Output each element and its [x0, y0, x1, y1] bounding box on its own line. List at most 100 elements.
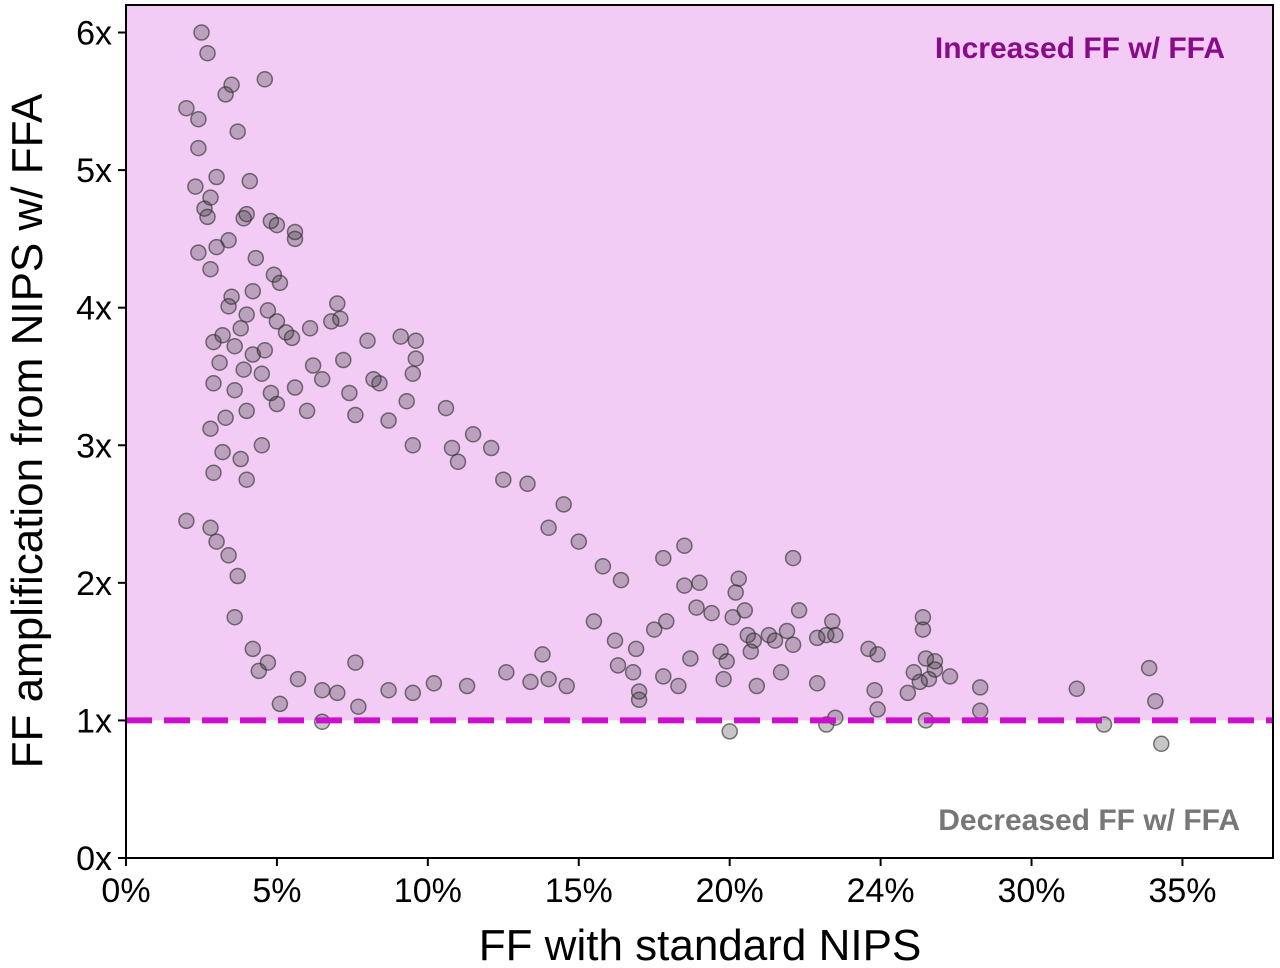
data-point [271, 695, 289, 713]
data-point [238, 471, 255, 488]
data-point [594, 558, 612, 575]
data-point [730, 570, 747, 587]
data-point [220, 298, 237, 315]
data-point [727, 584, 744, 601]
data-point [558, 677, 575, 695]
data-point [790, 602, 808, 619]
data-point [703, 604, 720, 622]
data-point [256, 342, 274, 359]
data-point [253, 365, 271, 382]
data-point [247, 249, 265, 267]
data-point [232, 320, 249, 337]
data-point [824, 613, 841, 630]
decreased-region-label: Decreased FF w/ FFA [938, 804, 1240, 837]
data-point [905, 664, 923, 681]
data-point [630, 691, 648, 709]
y-tick-label: 2x [76, 565, 112, 603]
data-point [522, 673, 539, 691]
data-point [808, 675, 826, 692]
data-point [555, 496, 572, 513]
data-point [645, 621, 663, 638]
data-point [208, 168, 225, 186]
data-point [202, 519, 219, 537]
x-axis-ticks: 0% 5% 10% 15% 20% 24% 30% 35% [101, 858, 1216, 910]
data-point [721, 723, 738, 740]
data-point [371, 375, 388, 392]
data-point [187, 178, 204, 195]
data-point [655, 668, 672, 685]
data-point [818, 626, 835, 644]
y-axis-ticks: 0x 1x 2x 3x 4x 5x 6x [76, 15, 126, 878]
data-point [286, 379, 304, 396]
x-tick-label: 0% [101, 872, 150, 910]
data-point [971, 679, 989, 696]
data-point [1140, 659, 1158, 677]
data-point [271, 274, 289, 292]
data-point [1147, 692, 1164, 710]
data-point [205, 375, 222, 392]
data-point [244, 640, 262, 658]
x-tick-label: 30% [997, 872, 1065, 910]
data-point [268, 395, 286, 413]
data-point [205, 333, 222, 351]
data-point [745, 632, 763, 649]
data-point [784, 636, 802, 654]
data-point [827, 626, 844, 644]
data-point [670, 677, 687, 695]
x-tick-label: 20% [696, 872, 764, 910]
y-tick-label: 3x [76, 427, 112, 465]
data-point [495, 471, 512, 488]
data-point [199, 208, 216, 226]
y-tick-label: 5x [76, 152, 112, 190]
data-point [223, 76, 240, 94]
data-point [304, 357, 322, 374]
data-point [443, 439, 461, 457]
data-point [217, 86, 234, 103]
data-point [920, 670, 938, 688]
data-point [208, 533, 225, 550]
data-point [712, 643, 729, 660]
data-point [289, 670, 307, 688]
data-point [268, 216, 286, 234]
data-point [404, 437, 422, 454]
data-point [341, 384, 358, 402]
data-point [748, 677, 766, 695]
data-point [217, 409, 234, 426]
data-point [238, 402, 255, 420]
data-point [214, 443, 231, 461]
data-point [259, 302, 277, 319]
data-point [223, 288, 240, 305]
data-point [624, 664, 642, 681]
y-axis-title: FF amplification from NIPS w/ FFA [3, 93, 52, 768]
data-point [268, 313, 286, 330]
data-point [211, 354, 228, 371]
data-point [226, 381, 243, 399]
data-point [202, 420, 219, 437]
data-point [534, 646, 551, 663]
data-point [914, 621, 932, 638]
data-point [241, 172, 259, 190]
data-points [178, 24, 1170, 753]
data-point [283, 329, 301, 347]
data-point [808, 629, 826, 647]
y-tick-label: 6x [76, 15, 112, 53]
data-point [784, 549, 802, 567]
data-point [404, 684, 422, 702]
increased-region-label: Increased FF w/ FFA [935, 32, 1225, 65]
data-point [332, 310, 349, 327]
data-point [178, 99, 195, 117]
data-point [301, 320, 319, 337]
data-point [313, 681, 331, 699]
data-point [458, 677, 476, 695]
data-point [220, 547, 237, 564]
data-point [329, 684, 346, 702]
data-point [655, 549, 672, 567]
data-point [323, 313, 340, 330]
y-tick-label: 1x [76, 702, 112, 740]
data-point [350, 698, 367, 715]
y-tick-label: 4x [76, 290, 112, 328]
data-point [347, 406, 364, 424]
data-point [380, 681, 397, 699]
data-point [1153, 735, 1170, 753]
data-point [238, 205, 255, 223]
